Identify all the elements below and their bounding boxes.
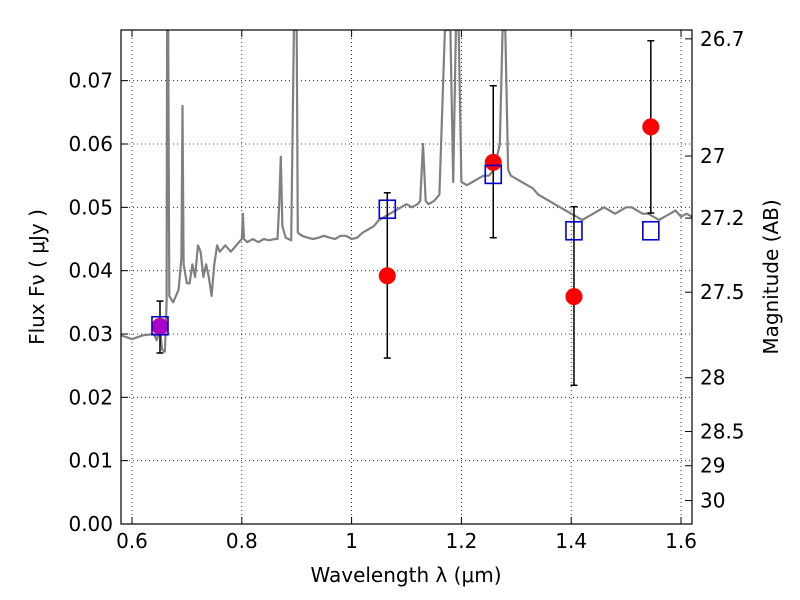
y-tick-label: 0.03 (68, 322, 113, 346)
y-tick-label: 0.02 (68, 385, 113, 409)
y-axis-title: Flux Fν ( μJy ) (25, 209, 49, 345)
model-point (151, 315, 169, 336)
plot-frame (120, 29, 693, 525)
y2-tick-label: 28.5 (700, 420, 745, 444)
y-axis-ticks: 0.00 0.01 0.02 0.03 0.04 0.05 0.06 0.07 (68, 69, 128, 536)
y2-tick-label: 26.7 (700, 27, 745, 51)
spectrum-line (121, 30, 692, 353)
y-tick-label: 0.01 (68, 449, 113, 473)
y2-tick-label: 27.2 (700, 206, 745, 230)
x-tick-label: 1 (345, 529, 358, 553)
y-tick-label: 0.00 (68, 512, 113, 536)
y-tick-label: 0.07 (68, 69, 113, 93)
observed-point (565, 288, 583, 306)
model-point (642, 220, 660, 241)
y2-axis-ticks: 26.7 27 27.2 27.5 28 28.5 29 30 (685, 27, 745, 513)
model-point (565, 220, 583, 241)
y2-axis-title: Magnitude (AB) (759, 199, 783, 354)
x-axis-ticks: 0.6 0.8 1 1.2 1.4 1.6 (116, 30, 697, 553)
y2-tick-label: 29 (700, 454, 725, 478)
observed-point (642, 118, 660, 136)
x-tick-label: 1.2 (445, 529, 477, 553)
y-tick-label: 0.05 (68, 195, 113, 219)
model-point (378, 199, 397, 220)
y2-tick-label: 27 (700, 144, 725, 168)
y2-tick-label: 28 (700, 366, 725, 390)
x-tick-label: 1.4 (555, 529, 587, 553)
x-axis-title: Wavelength λ (μm) (310, 563, 501, 587)
observed-point (378, 267, 396, 285)
y2-tick-label: 27.5 (700, 280, 745, 304)
x-tick-label: 0.8 (226, 529, 258, 553)
x-tick-label: 0.6 (116, 529, 148, 553)
y2-tick-label: 30 (700, 489, 725, 513)
model-spectrum (121, 30, 692, 353)
model-point (484, 164, 503, 185)
observed-point (484, 153, 502, 171)
highlight-point (151, 318, 168, 335)
x-tick-label: 1.6 (665, 529, 697, 553)
grid-lines (121, 30, 692, 525)
y-tick-label: 0.06 (68, 132, 113, 156)
photometry-markers (151, 118, 660, 336)
y-tick-label: 0.04 (68, 259, 113, 283)
